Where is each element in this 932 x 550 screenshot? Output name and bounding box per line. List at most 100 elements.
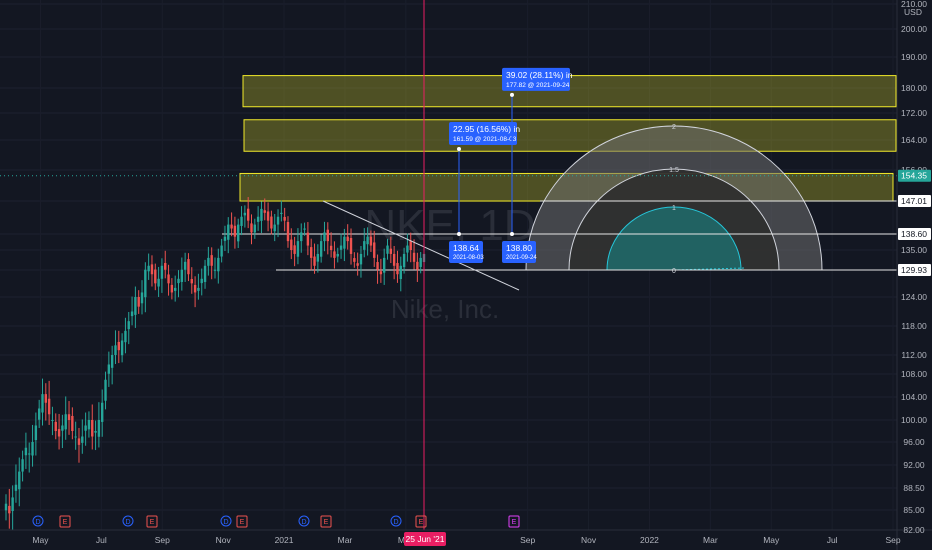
candle-body xyxy=(177,278,180,284)
candle-body xyxy=(416,261,419,270)
price-tick-label: 88.50 xyxy=(903,483,925,493)
dividend-marker-label: D xyxy=(301,519,306,526)
price-level-badge-label: 147.01 xyxy=(901,196,927,206)
price-tick-label: 92.00 xyxy=(903,460,925,470)
candle-body xyxy=(369,236,373,246)
candle-body xyxy=(54,421,57,431)
time-tick-label: Jul xyxy=(827,535,838,545)
candle-body xyxy=(386,245,389,254)
price-tick-label: 82.00 xyxy=(903,525,925,535)
price-tick-label: 124.00 xyxy=(901,292,927,302)
candle-body xyxy=(353,258,356,262)
projection-start-date: 2021-09-24 xyxy=(506,255,537,261)
candle-body xyxy=(200,278,203,284)
projection-target-dot xyxy=(510,92,514,97)
price-level-badge xyxy=(898,228,931,240)
candle-body xyxy=(412,252,416,262)
earnings-marker xyxy=(320,515,332,528)
candle-body xyxy=(319,241,323,257)
candle-body xyxy=(366,236,369,245)
candle-body xyxy=(160,265,164,279)
candle-body xyxy=(283,216,286,221)
candle-body xyxy=(346,236,349,242)
dividend-marker-label: D xyxy=(223,519,228,526)
candle-body xyxy=(376,262,379,270)
price-axis[interactable]: 210.00200.00190.00180.00172.00164.00156.… xyxy=(898,0,931,535)
candle-body xyxy=(71,415,74,431)
projection-change-label: 39.02 (28.11%) in xyxy=(506,70,573,80)
candle-body xyxy=(134,297,137,315)
candle-body xyxy=(227,224,230,240)
candle-body xyxy=(260,208,263,221)
price-tick-label: 112.00 xyxy=(901,350,927,360)
candle-body xyxy=(419,257,422,267)
dividend-marker xyxy=(32,515,44,527)
candle-body xyxy=(243,212,247,216)
projection-start-box xyxy=(449,241,483,263)
candle-body xyxy=(34,425,38,441)
candle-body xyxy=(24,447,28,456)
projection-start-dot xyxy=(457,232,461,236)
current-price-label: 154.35 xyxy=(901,171,927,181)
candle-body xyxy=(220,245,223,257)
projection-start-label: 138.80 xyxy=(506,243,532,253)
candle-body xyxy=(296,241,300,257)
time-tick-label: Nov xyxy=(216,535,232,545)
candle-body xyxy=(8,505,11,514)
time-tick-label: Jul xyxy=(96,535,107,545)
earnings-marker xyxy=(508,515,520,528)
price-level-badge-label: 138.60 xyxy=(901,229,927,239)
dividend-marker-label: D xyxy=(35,519,40,526)
time-tick-label: Nov xyxy=(581,535,597,545)
candle-body xyxy=(57,429,61,437)
fib-arc-label: 2 xyxy=(672,124,676,131)
dividend-marker xyxy=(220,515,232,527)
candle-body xyxy=(187,259,190,275)
candle-body xyxy=(223,236,227,241)
candle-body xyxy=(107,364,111,374)
candle-body xyxy=(250,223,253,233)
candle-body xyxy=(326,229,329,242)
candle-body xyxy=(392,253,396,266)
candle-body xyxy=(313,256,316,266)
fib-arc-label: 1 xyxy=(672,205,676,212)
candle-body xyxy=(180,269,184,282)
time-tick-label: Mar xyxy=(338,535,353,545)
candle-body xyxy=(363,241,366,250)
candle-body xyxy=(263,210,266,213)
candle-body xyxy=(396,263,399,275)
time-tick-label: Sep xyxy=(155,535,170,545)
earnings-marker-label: E xyxy=(63,519,68,526)
candle-body xyxy=(230,224,233,229)
candle-body xyxy=(140,292,144,304)
time-axis[interactable]: May Jul Sep Nov 2021 Mar May 25 Jun '21 Sep Nov 20… xyxy=(32,532,901,546)
projection-start-date: 2021-08-03 xyxy=(453,255,484,261)
candle-body xyxy=(217,257,220,272)
fib-arc-label: 0 xyxy=(672,268,676,275)
candle-body xyxy=(47,398,51,415)
candle-body xyxy=(167,274,170,284)
candle-body xyxy=(339,245,343,250)
price-tick-label: 180.00 xyxy=(901,83,927,93)
candle-body xyxy=(379,271,383,275)
candle-body xyxy=(28,453,31,455)
dividend-marker-label: D xyxy=(393,519,398,526)
candle-body xyxy=(4,503,8,511)
candle-body xyxy=(389,248,393,254)
candle-body xyxy=(253,224,257,233)
candle-body xyxy=(170,284,174,293)
candle-body xyxy=(207,257,210,266)
candle-body xyxy=(110,355,114,368)
candle-body xyxy=(280,212,283,214)
candle-body xyxy=(147,265,150,272)
time-tick-label: Mar xyxy=(703,535,718,545)
candle-body xyxy=(74,436,77,438)
candle-body xyxy=(233,225,237,237)
time-tick-label: 2021 xyxy=(275,535,294,545)
earnings-marker xyxy=(59,515,71,528)
price-tick-label: 118.00 xyxy=(901,321,927,331)
price-tick-label: 104.00 xyxy=(901,392,927,402)
candle-body xyxy=(237,224,240,242)
candle-body xyxy=(11,497,14,511)
